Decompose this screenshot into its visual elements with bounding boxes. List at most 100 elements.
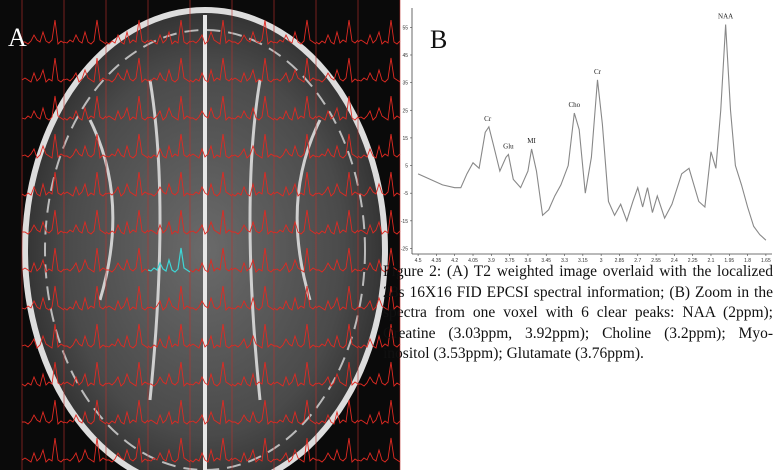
voxel-trace <box>315 285 359 311</box>
peak-label: Cr <box>484 115 492 123</box>
peak-label: NAA <box>718 13 733 21</box>
voxel-trace <box>147 19 191 45</box>
voxel-trace <box>64 133 107 159</box>
voxel-trace <box>105 95 149 121</box>
voxel-trace <box>315 171 359 197</box>
voxel-trace <box>357 57 401 83</box>
voxel-trace <box>147 323 191 349</box>
spectrum-chart: B 55 45 35 25 15 5 -5 -15 -25 4.5 4.35 4.2 4.05 3.9 3.… <box>401 8 772 264</box>
voxel-trace <box>273 399 317 425</box>
x-tick-label: 4.2 <box>451 258 458 264</box>
voxel-trace <box>147 437 191 463</box>
y-tick-label: -5 <box>404 191 409 197</box>
voxel-trace <box>63 19 107 45</box>
voxel-trace <box>273 57 317 83</box>
voxel-trace <box>148 361 191 387</box>
voxel-trace <box>21 285 65 311</box>
voxel-trace <box>147 133 191 159</box>
voxel-trace <box>147 399 191 425</box>
voxel-trace <box>189 247 233 273</box>
voxel-trace <box>189 209 233 235</box>
voxel-trace <box>231 171 275 197</box>
x-tick-label: 2.85 <box>615 258 625 264</box>
voxel-trace <box>21 361 65 387</box>
panel-label: B <box>430 25 447 54</box>
voxel-trace <box>148 171 191 197</box>
voxel-trace <box>358 171 401 197</box>
y-tick-label: -15 <box>401 219 408 225</box>
voxel-trace <box>21 247 65 273</box>
x-tick-label: 2.1 <box>708 258 715 264</box>
voxel-trace <box>63 437 107 463</box>
voxel-trace <box>105 19 149 45</box>
voxel-trace <box>21 95 65 121</box>
voxel-trace <box>63 285 107 311</box>
voxel-trace <box>273 247 317 273</box>
voxel-trace <box>274 133 317 159</box>
voxel-trace <box>147 285 191 311</box>
x-tick-label: 3.3 <box>561 258 568 264</box>
peak-label: MI <box>527 137 536 145</box>
voxel-trace <box>105 285 149 311</box>
voxel-trace <box>189 57 233 83</box>
x-tick-label: 3.45 <box>541 258 551 264</box>
panel-label: A <box>8 23 27 52</box>
voxel-trace <box>63 399 107 425</box>
voxel-trace <box>190 285 233 311</box>
x-tick-label: 2.55 <box>651 258 661 264</box>
voxel-trace <box>105 133 149 159</box>
voxel-trace <box>315 19 359 45</box>
voxel-trace <box>105 399 149 425</box>
voxel-trace <box>273 437 317 463</box>
voxel-trace <box>231 323 275 349</box>
voxel-trace <box>190 95 233 121</box>
x-tick-label: 2.4 <box>671 258 678 264</box>
voxel-trace <box>105 361 149 387</box>
voxel-trace <box>274 323 317 349</box>
voxel-trace <box>63 209 107 235</box>
sulci <box>88 79 322 401</box>
voxel-trace <box>106 437 149 463</box>
voxel-trace <box>357 19 401 45</box>
voxel-trace <box>315 361 359 387</box>
voxel-trace <box>189 171 233 197</box>
voxel-trace <box>105 209 149 235</box>
voxel-trace <box>357 323 401 349</box>
voxel-trace <box>147 209 191 235</box>
voxel-trace <box>315 399 359 425</box>
voxel-trace <box>189 19 233 45</box>
voxel-trace <box>106 57 149 83</box>
peak-label: Cho <box>568 101 580 109</box>
voxel-trace <box>273 285 317 311</box>
voxel-trace <box>232 399 275 425</box>
x-tick-label: 4.5 <box>415 258 422 264</box>
y-tick-label: 15 <box>402 136 408 142</box>
voxel-trace <box>315 95 359 121</box>
selected-voxel-trace <box>147 247 191 273</box>
x-tick-label: 3 <box>600 258 603 264</box>
peak-label: Glu <box>503 142 514 150</box>
y-tick-label: 35 <box>402 81 408 87</box>
voxel-trace <box>357 247 401 273</box>
voxel-trace <box>232 19 275 45</box>
spectral-grid <box>21 0 401 470</box>
voxel-trace <box>231 285 275 311</box>
voxel-trace <box>231 95 275 121</box>
x-tick-label: 3.6 <box>524 258 531 264</box>
voxel-trace <box>273 209 317 235</box>
x-tick-label: 2.25 <box>688 258 698 264</box>
voxel-trace <box>22 209 65 235</box>
voxel-trace <box>105 323 149 349</box>
voxel-trace <box>63 95 107 121</box>
voxel-trace <box>357 285 401 311</box>
voxel-trace <box>273 95 317 121</box>
voxel-trace <box>21 437 65 463</box>
voxel-trace <box>189 361 233 387</box>
voxel-trace <box>273 19 317 45</box>
voxel-trace <box>189 323 233 349</box>
x-tick-label: 1.65 <box>761 258 771 264</box>
voxel-trace <box>357 209 401 235</box>
voxel-trace <box>63 57 107 83</box>
